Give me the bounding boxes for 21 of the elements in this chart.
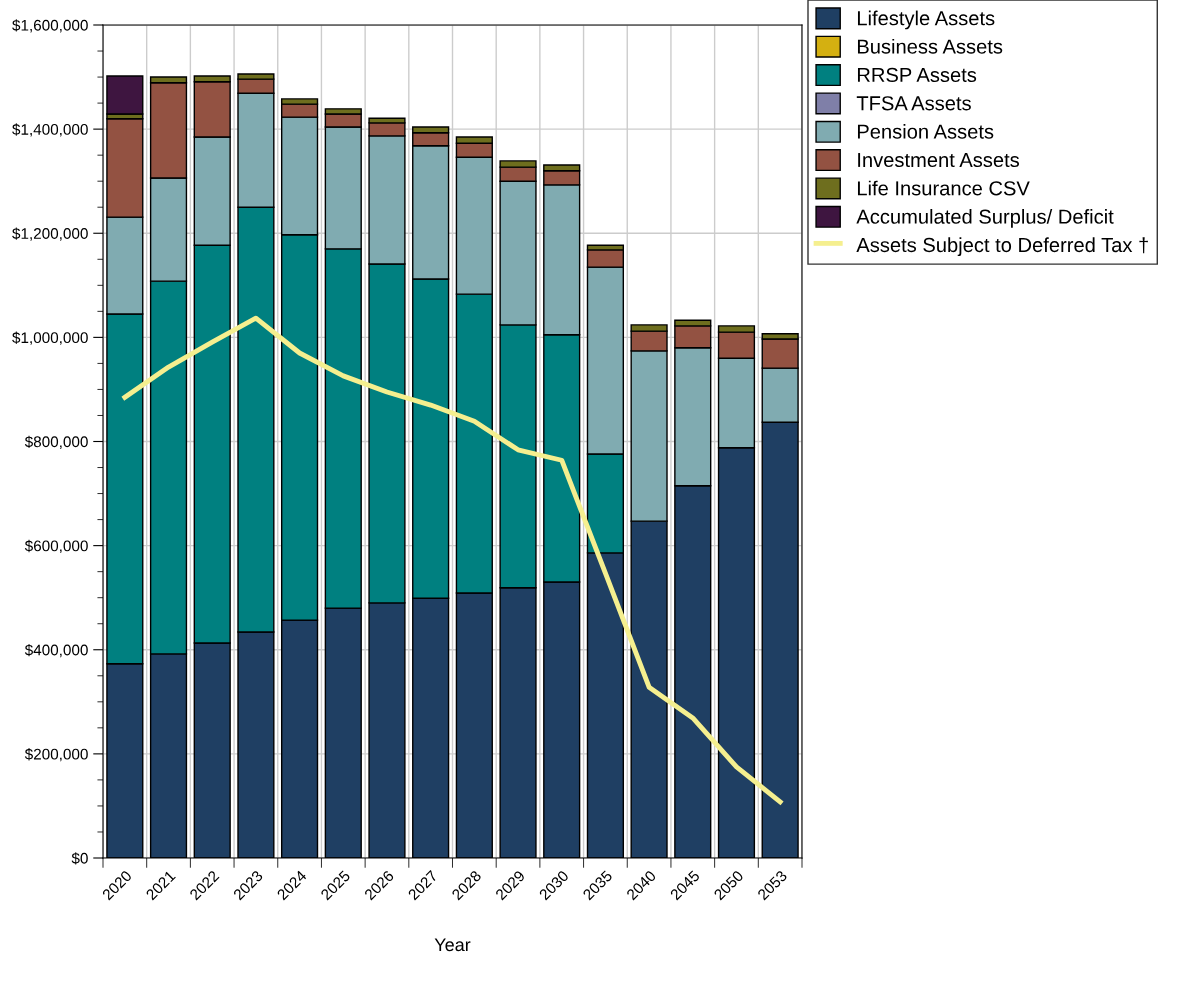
y-tick-label: $0	[71, 852, 88, 865]
legend-label: Accumulated Surplus/ Deficit	[856, 209, 1114, 228]
legend-label: Lifestyle Assets	[857, 10, 995, 30]
y-tick-label: $600,000	[24, 539, 88, 554]
legend-label: Assets Subject to Deferred Tax †	[856, 237, 1148, 257]
legend-label: Life Insurance CSV	[857, 180, 1030, 196]
y-tick-label: $800,000	[24, 435, 88, 449]
y-tick-label: $1,200,000	[12, 227, 88, 241]
legend-label: RRSP Assets	[857, 67, 977, 83]
y-tick-label: $200,000	[24, 748, 88, 762]
x-axis-title: Year	[434, 938, 471, 952]
legend-label: Investment Assets	[858, 153, 1020, 168]
y-tick-label: $400,000	[24, 643, 88, 658]
y-tick-label: $1,400,000	[12, 123, 88, 137]
legend-label: Business Assets	[857, 38, 1003, 54]
legend-label: TFSA Assets	[856, 96, 971, 111]
y-tick-label: $1,600,000	[12, 19, 88, 33]
y-tick-label: $1,000,000	[12, 331, 88, 345]
line-series	[122, 315, 783, 805]
legend-label: Pension Assets	[857, 123, 994, 139]
bar	[106, 75, 144, 115]
